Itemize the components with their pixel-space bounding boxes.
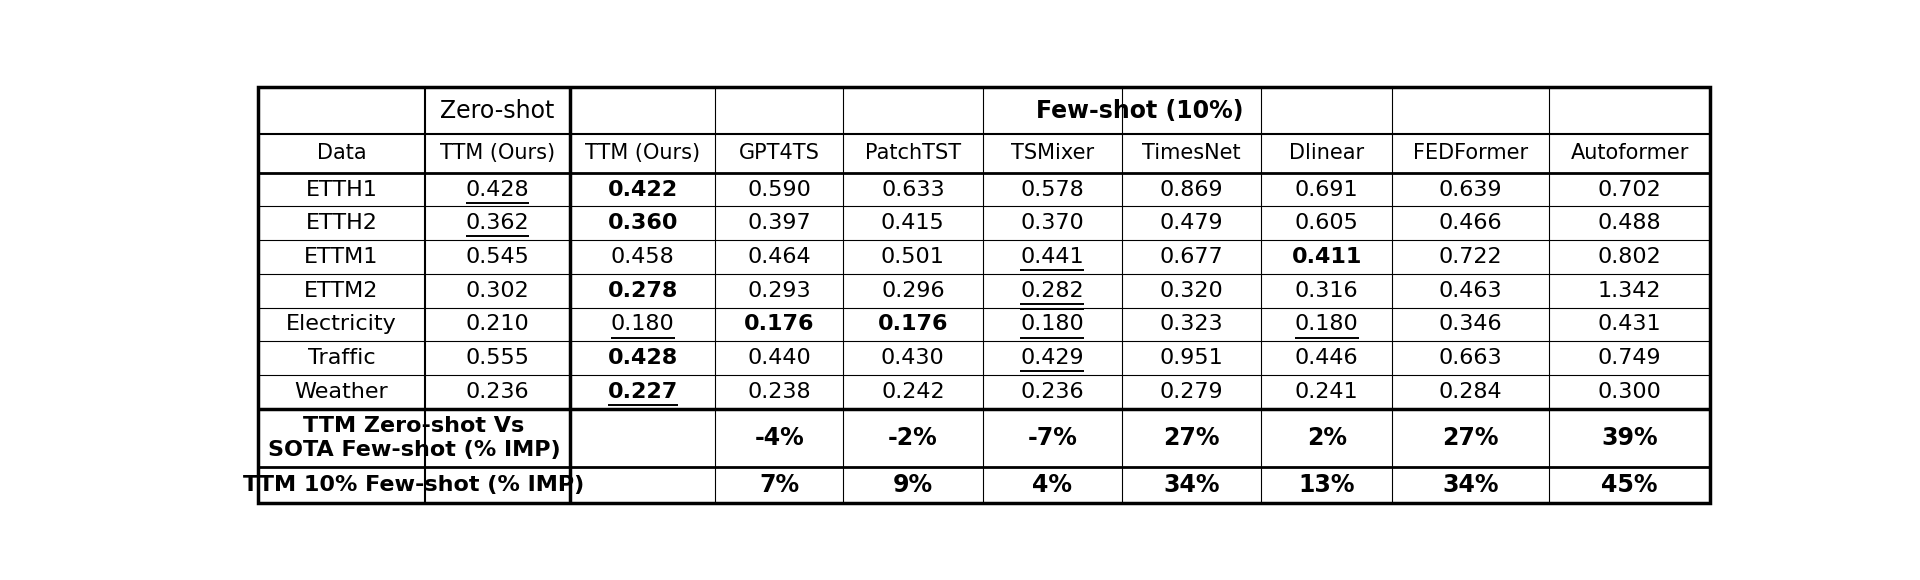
Text: ETTH2: ETTH2 [305,213,378,233]
Text: 0.802: 0.802 [1597,247,1661,267]
Text: 0.639: 0.639 [1438,180,1501,200]
Text: 0.429: 0.429 [1020,348,1085,368]
Text: 4%: 4% [1033,473,1071,497]
Text: 0.430: 0.430 [881,348,945,368]
Text: Data: Data [317,143,367,163]
Text: Few-shot (10%): Few-shot (10%) [1037,99,1244,122]
Text: 0.242: 0.242 [881,382,945,402]
Text: 0.180: 0.180 [1020,314,1085,335]
Text: 0.951: 0.951 [1160,348,1223,368]
Text: 7%: 7% [758,473,799,497]
Text: 0.869: 0.869 [1160,180,1223,200]
Text: 0.411: 0.411 [1292,247,1361,267]
Text: Dlinear: Dlinear [1288,143,1365,163]
Text: 0.464: 0.464 [747,247,810,267]
Text: 0.440: 0.440 [747,348,810,368]
Text: 0.180: 0.180 [1294,314,1359,335]
Text: 9%: 9% [893,473,933,497]
Text: 34%: 34% [1164,473,1219,497]
Text: ETTM1: ETTM1 [303,247,378,267]
Text: 27%: 27% [1164,426,1219,450]
Text: 2%: 2% [1308,426,1346,450]
Text: 0.346: 0.346 [1438,314,1501,335]
Text: 0.555: 0.555 [465,348,530,368]
Text: -4%: -4% [755,426,804,450]
Text: -7%: -7% [1027,426,1077,450]
Text: FEDFormer: FEDFormer [1413,143,1528,163]
Text: 0.176: 0.176 [877,314,948,335]
Text: Electricity: Electricity [286,314,397,335]
Text: 0.431: 0.431 [1597,314,1661,335]
Text: 0.501: 0.501 [881,247,945,267]
Text: TimesNet: TimesNet [1142,143,1240,163]
Text: 0.590: 0.590 [747,180,810,200]
Text: 0.446: 0.446 [1294,348,1359,368]
Text: Traffic: Traffic [307,348,374,368]
Text: 0.227: 0.227 [607,382,678,402]
Text: 0.241: 0.241 [1294,382,1359,402]
Text: 0.428: 0.428 [467,180,530,200]
Text: 0.466: 0.466 [1438,213,1501,233]
Text: 0.749: 0.749 [1597,348,1661,368]
Text: ETTH1: ETTH1 [305,180,378,200]
Text: 0.370: 0.370 [1020,213,1085,233]
Text: 0.238: 0.238 [747,382,810,402]
Text: 0.210: 0.210 [467,314,530,335]
Text: PatchTST: PatchTST [864,143,960,163]
Text: 0.578: 0.578 [1020,180,1085,200]
Text: 0.422: 0.422 [607,180,678,200]
Text: 0.293: 0.293 [747,281,810,300]
Text: GPT4TS: GPT4TS [739,143,820,163]
Text: 0.284: 0.284 [1438,382,1501,402]
Text: 0.463: 0.463 [1438,281,1501,300]
Text: 0.677: 0.677 [1160,247,1223,267]
Text: 0.176: 0.176 [743,314,814,335]
Text: TTM 10% Few-shot (% IMP): TTM 10% Few-shot (% IMP) [244,475,584,495]
Text: 0.397: 0.397 [747,213,810,233]
Text: 0.441: 0.441 [1020,247,1085,267]
Text: 27%: 27% [1442,426,1500,450]
Text: 0.236: 0.236 [1020,382,1085,402]
Text: 0.362: 0.362 [467,213,530,233]
Text: 0.236: 0.236 [467,382,530,402]
Text: 0.722: 0.722 [1438,247,1501,267]
Text: 13%: 13% [1298,473,1356,497]
Text: 0.300: 0.300 [1597,382,1661,402]
Text: 0.605: 0.605 [1294,213,1359,233]
Text: TTM (Ours): TTM (Ours) [440,143,555,163]
Text: 0.316: 0.316 [1294,281,1359,300]
Text: Autoformer: Autoformer [1571,143,1690,163]
Text: TSMixer: TSMixer [1010,143,1094,163]
Text: 0.428: 0.428 [607,348,678,368]
Text: 34%: 34% [1442,473,1500,497]
Text: Zero-shot: Zero-shot [440,99,555,122]
Text: 0.278: 0.278 [607,281,678,300]
Text: 0.282: 0.282 [1020,281,1085,300]
Text: 0.180: 0.180 [611,314,674,335]
Text: 1.342: 1.342 [1597,281,1661,300]
Text: 0.663: 0.663 [1438,348,1501,368]
Text: -2%: -2% [887,426,937,450]
Text: 0.702: 0.702 [1597,180,1661,200]
Text: 0.320: 0.320 [1160,281,1223,300]
Text: 0.296: 0.296 [881,281,945,300]
Text: 0.302: 0.302 [467,281,530,300]
Text: 0.633: 0.633 [881,180,945,200]
Text: 0.479: 0.479 [1160,213,1223,233]
Text: 0.415: 0.415 [881,213,945,233]
Text: 45%: 45% [1601,473,1657,497]
Text: 0.458: 0.458 [611,247,674,267]
Text: TTM (Ours): TTM (Ours) [586,143,701,163]
Text: 39%: 39% [1601,426,1657,450]
Text: 0.691: 0.691 [1294,180,1359,200]
Text: TTM Zero-shot Vs
SOTA Few-shot (% IMP): TTM Zero-shot Vs SOTA Few-shot (% IMP) [267,416,561,459]
Text: 0.360: 0.360 [607,213,678,233]
Text: ETTM2: ETTM2 [303,281,378,300]
Text: 0.545: 0.545 [465,247,530,267]
Text: 0.279: 0.279 [1160,382,1223,402]
Text: 0.323: 0.323 [1160,314,1223,335]
Text: 0.488: 0.488 [1597,213,1661,233]
Text: Weather: Weather [294,382,388,402]
